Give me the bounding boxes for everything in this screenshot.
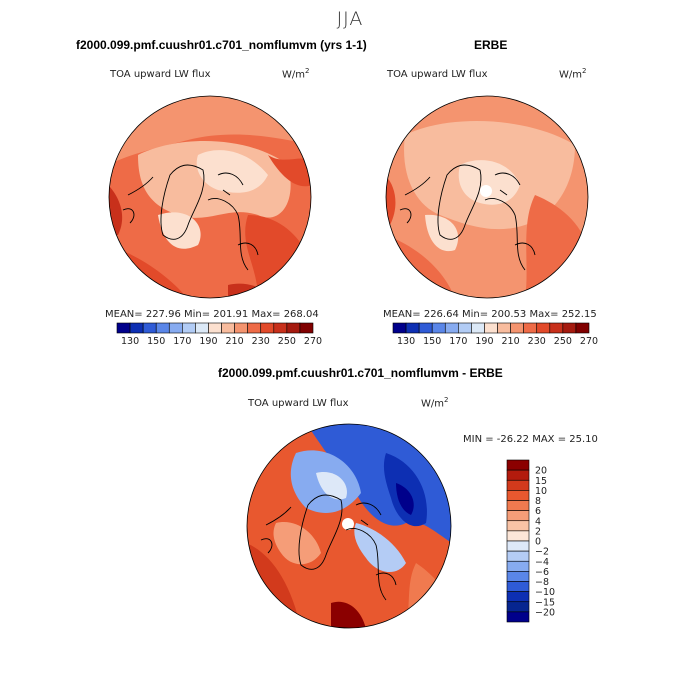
panel3-title: f2000.099.pmf.cuushr01.c701_nomflumvm - … [218, 366, 503, 380]
panel1-colorbar-swatch-2 [142, 322, 157, 334]
panel3-colorbar-tick-label: −10 [535, 587, 555, 598]
panel3-colorbar-swatch-12 [506, 581, 530, 592]
panel3-colorbar-tick-label: −8 [535, 577, 549, 588]
panel1-colorbar-swatch-3 [155, 322, 170, 334]
panel2-polar-map [385, 95, 589, 299]
panel1-variable-label: TOA upward LW flux [110, 69, 211, 80]
panel2-colorbar-swatch-14 [575, 322, 590, 334]
panel2-colorbar-swatch-7 [484, 322, 498, 334]
panel1-colorbar-swatch-4 [168, 322, 183, 334]
panel2-colorbar-swatch-5 [458, 322, 472, 334]
panel1-colorbar-tick-label: 190 [199, 336, 217, 347]
panel1-colorbar-swatch-9 [234, 322, 248, 334]
panel2-colorbar-swatch-0 [392, 322, 407, 334]
panel2-colorbar-tick-label: 150 [423, 336, 441, 347]
panel2-colorbar-tick-label: 230 [528, 336, 546, 347]
panel1-colorbar-tick-label: 270 [304, 336, 322, 347]
panel3-colorbar-tick-label: 6 [535, 506, 541, 517]
panel2-colorbar-swatch-9 [510, 322, 524, 334]
panel2-colorbar-swatch-3 [431, 322, 446, 334]
panel1-colorbar-swatch-1 [129, 322, 144, 334]
panel3-colorbar-tick-label: −2 [535, 547, 549, 558]
panel3-colorbar-swatch-6 [506, 520, 530, 532]
panel1-units-label: W/m2 [282, 67, 310, 81]
panel1-colorbar-swatch-13 [286, 322, 301, 334]
panel3-colorbar-tick-label: 10 [535, 486, 547, 497]
panel1-colorbar-swatch-0 [116, 322, 131, 334]
panel2-colorbar-tick-label: 210 [502, 336, 520, 347]
main-title: JJA [336, 8, 364, 30]
panel3-minmax: MIN = -26.22 MAX = 25.10 [463, 434, 598, 445]
panel1-colorbar-swatch-7 [208, 322, 222, 334]
panel2-colorbar-swatch-11 [536, 322, 551, 334]
panel1-colorbar-tick-label: 150 [147, 336, 165, 347]
panel2-variable-label: TOA upward LW flux [387, 69, 488, 80]
panel1-colorbar-swatch-10 [247, 322, 262, 334]
panel3-colorbar-swatch-4 [506, 500, 530, 511]
panel3-colorbar-swatch-10 [506, 560, 530, 572]
panel1-polar-map [108, 95, 312, 299]
panel2-pole-missing [480, 185, 492, 197]
panel2-colorbar-swatch-1 [405, 322, 420, 334]
panel3-colorbar-swatch-14 [506, 601, 530, 613]
panel2-stats: MEAN= 226.64 Min= 200.53 Max= 252.15 [383, 309, 597, 320]
panel1-colorbar-tick-label: 230 [252, 336, 270, 347]
panel1-colorbar-swatch-8 [221, 322, 235, 334]
panel3-colorbar-swatch-2 [506, 479, 530, 491]
panel3-colorbar-tick-label: −20 [535, 607, 555, 618]
panel3-colorbar-tick-label: 0 [535, 537, 541, 548]
panel2-colorbar-tick-label: 170 [449, 336, 467, 347]
panel3-colorbar-swatch-11 [506, 571, 530, 582]
panel3-variable-label: TOA upward LW flux [248, 398, 349, 409]
panel3-colorbar-swatch-7 [506, 530, 530, 542]
panel2-colorbar-swatch-13 [562, 322, 577, 334]
panel2-colorbar-swatch-2 [418, 322, 433, 334]
panel2-colorbar-tick-label: 270 [580, 336, 598, 347]
panel1-colorbar-tick-label: 170 [173, 336, 191, 347]
panel3-colorbar-swatch-8 [506, 540, 530, 552]
panel3-colorbar-swatch-15 [506, 611, 530, 623]
panel3-colorbar-tick-label: 15 [535, 476, 547, 487]
panel1-colorbar-swatch-12 [273, 322, 288, 334]
panel3-colorbar-swatch-0 [506, 459, 530, 471]
panel2-colorbar-swatch-6 [471, 322, 485, 334]
panel1-colorbar-tick-label: 130 [121, 336, 139, 347]
panel3-colorbar-tick-label: 20 [535, 466, 547, 477]
panel1-colorbar-tick-label: 250 [278, 336, 296, 347]
panel2-colorbar-tick-label: 130 [397, 336, 415, 347]
panel1-title: f2000.099.pmf.cuushr01.c701_nomflumvm (y… [76, 38, 367, 52]
panel2-colorbar-swatch-10 [523, 322, 538, 334]
panel3-colorbar-swatch-9 [506, 550, 530, 562]
panel2-colorbar: 130 150 170 190 210 230 250 270 [392, 322, 598, 347]
panel1-stats: MEAN= 227.96 Min= 201.91 Max= 268.04 [105, 309, 319, 320]
panel2-colorbar-tick-label: 250 [554, 336, 572, 347]
panel1-colorbar-swatch-14 [299, 322, 314, 334]
panel1-colorbar-swatch-11 [260, 322, 275, 334]
panel3-colorbar-swatch-3 [506, 490, 530, 501]
panel3-polar-map [246, 423, 452, 629]
panel1-colorbar: 130 150 170 190 210 230 250 270 [116, 322, 322, 347]
panel2-colorbar-swatch-8 [497, 322, 511, 334]
panel3-colorbar-tick-label: 2 [535, 526, 541, 537]
panel1-colorbar-tick-label: 210 [226, 336, 244, 347]
panel3-colorbar-swatch-13 [506, 591, 530, 603]
panel3-pole-missing [342, 518, 354, 530]
panel2-colorbar-tick-label: 190 [475, 336, 493, 347]
panel1-colorbar-swatch-5 [182, 322, 196, 334]
panel3-units-label: W/m2 [421, 396, 449, 410]
panel2-colorbar-swatch-12 [549, 322, 564, 334]
panel1-colorbar-swatch-6 [195, 322, 209, 334]
panel3-colorbar-tick-label: 8 [535, 496, 541, 507]
panel3-colorbar-tick-label: −4 [535, 557, 549, 568]
panel3-colorbar-tick-label: −6 [535, 567, 549, 578]
panel2-units-label: W/m2 [559, 67, 587, 81]
panel3-colorbar-swatch-5 [506, 510, 530, 522]
panel2-title: ERBE [474, 38, 508, 52]
panel3-colorbar-tick-label: −15 [535, 597, 555, 608]
panel3-colorbar-swatch-1 [506, 469, 530, 481]
panel2-colorbar-swatch-4 [444, 322, 459, 334]
panel3-colorbar-tick-label: 4 [535, 516, 541, 527]
